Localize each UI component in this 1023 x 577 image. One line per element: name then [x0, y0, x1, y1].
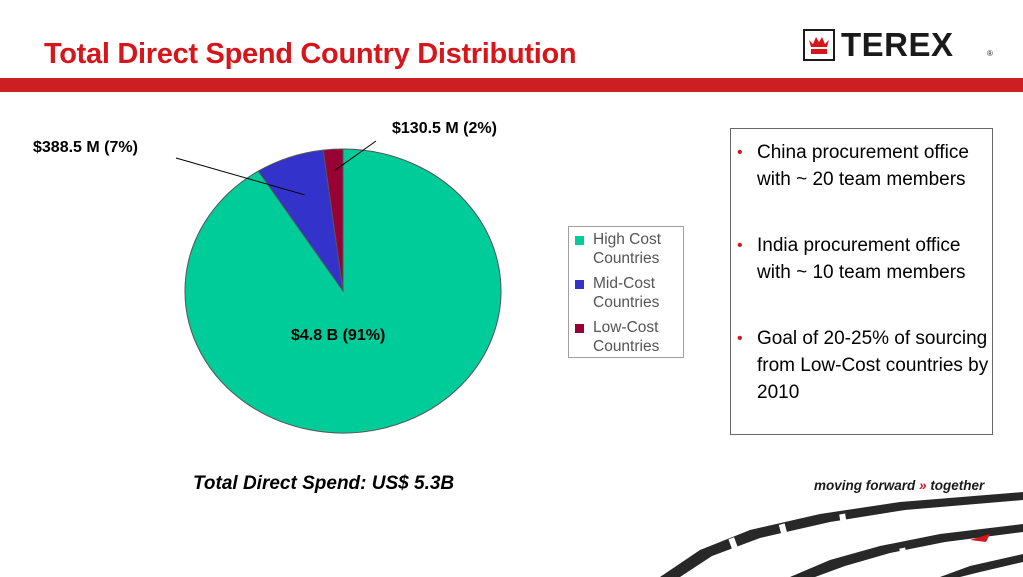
registered-mark: ® — [987, 49, 993, 58]
data-label-low-cost: $130.5 M (2%) — [392, 120, 497, 137]
leader-line-mid-cost — [175, 157, 305, 196]
tagline: moving forward » together — [814, 478, 984, 493]
leader-line-low-cost — [334, 140, 377, 171]
tagline-right: together — [930, 478, 985, 493]
bullet-icon: • — [737, 330, 743, 347]
bullet-text: Goal of 20-25% of sourcing from Low-Cost… — [757, 328, 989, 403]
bullet-icon: • — [737, 237, 743, 254]
tire-tracks-graphic — [660, 492, 1023, 577]
legend-swatch — [575, 236, 584, 245]
legend-label: Low-Cost Countries — [593, 319, 660, 355]
logo-wordmark: TEREX — [841, 26, 954, 63]
pie-slice-high-cost-countries — [184, 148, 502, 434]
crown-icon — [803, 29, 835, 61]
chart-legend: High Cost Countries Mid-Cost Countries L… — [568, 226, 684, 358]
data-label-mid-cost: $388.5 M (7%) — [33, 139, 138, 156]
page-title: Total Direct Spend Country Distribution — [44, 38, 577, 70]
legend-swatch — [575, 324, 584, 333]
legend-swatch — [575, 280, 584, 289]
legend-label: Mid-Cost Countries — [593, 275, 660, 311]
data-label-high-cost: $4.8 B (91%) — [291, 327, 386, 344]
total-spend-caption: Total Direct Spend: US$ 5.3B — [193, 473, 455, 494]
bullet-text: China procurement office with ~ 20 team … — [757, 142, 969, 190]
tagline-left: moving forward — [814, 478, 916, 493]
terex-logo: TEREX ® — [803, 26, 993, 63]
header-band — [0, 78, 1023, 92]
legend-label: High Cost Countries — [593, 231, 662, 267]
bullet-text: India procurement office with ~ 10 team … — [757, 235, 966, 283]
bullet-box: • China procurement office with ~ 20 tea… — [730, 128, 993, 435]
bullet-icon: • — [737, 144, 743, 161]
tagline-arrow-icon: » — [919, 478, 927, 493]
